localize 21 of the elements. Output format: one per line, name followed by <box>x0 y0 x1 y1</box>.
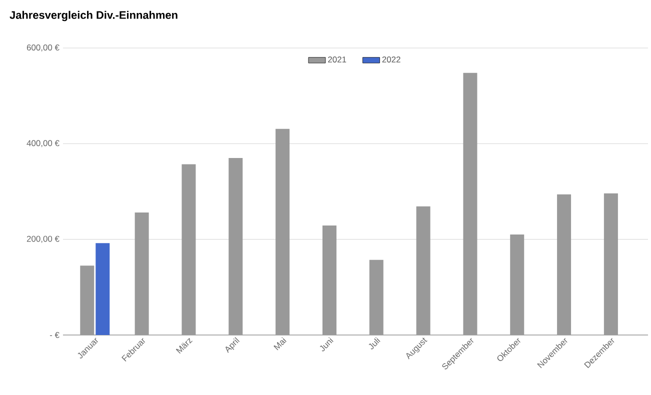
bar <box>228 158 243 335</box>
bar <box>276 128 290 335</box>
y-tick-label: 200,00 € <box>26 236 60 243</box>
bar <box>463 72 478 335</box>
bar <box>134 212 149 335</box>
bar <box>557 194 572 335</box>
bar <box>416 206 430 335</box>
bar <box>96 243 110 335</box>
bar <box>182 164 196 335</box>
y-tick-label: - € <box>50 332 60 338</box>
legend-label: 2022 <box>382 56 400 62</box>
bar <box>369 260 384 335</box>
y-tick-label: 600,00 € <box>26 44 60 52</box>
bar <box>510 234 524 335</box>
x-tick-label: Juli <box>368 337 380 350</box>
bar <box>604 193 618 335</box>
bar <box>322 225 336 335</box>
x-tick-label: Mai <box>274 337 286 350</box>
y-tick-label: 400,00 € <box>26 140 60 148</box>
chart-title: Jahresvergleich Div.-Einnahmen <box>10 10 178 22</box>
legend-label: 2021 <box>328 56 346 62</box>
